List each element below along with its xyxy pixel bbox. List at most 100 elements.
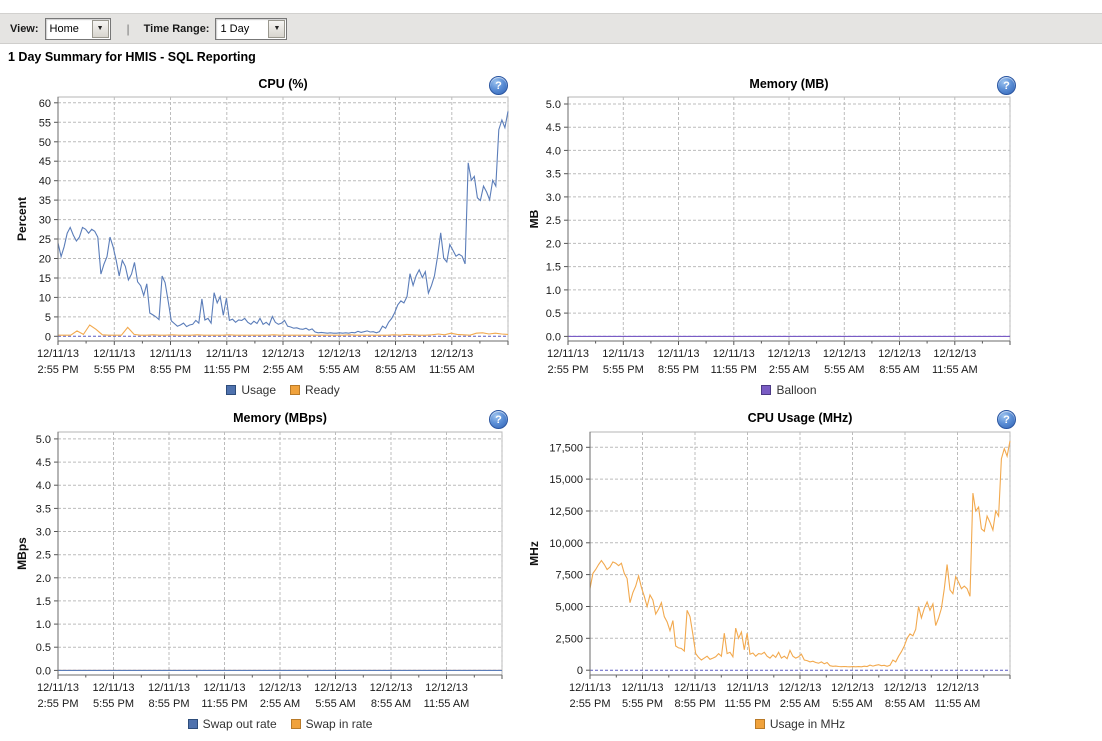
svg-text:12/12/13: 12/12/13	[823, 348, 866, 360]
legend-item: Usage in MHz	[754, 717, 846, 731]
chevron-down-icon[interactable]: ▼	[91, 19, 109, 38]
svg-text:11:55 AM: 11:55 AM	[424, 698, 470, 710]
help-icon[interactable]: ?	[997, 76, 1016, 95]
svg-text:5:55 AM: 5:55 AM	[319, 364, 359, 376]
svg-text:60: 60	[39, 98, 51, 110]
svg-text:11:55 AM: 11:55 AM	[932, 364, 978, 376]
svg-text:4.5: 4.5	[36, 457, 51, 469]
svg-text:10: 10	[39, 292, 51, 304]
chart-cpu-mhz: CPU Usage (MHz) ? 0 2,500 5,000 7,500 10,000…	[530, 409, 1022, 741]
svg-text:12/11/13: 12/11/13	[93, 348, 135, 360]
svg-text:5:55 PM: 5:55 PM	[622, 698, 663, 710]
svg-text:5:55 PM: 5:55 PM	[93, 698, 134, 710]
svg-text:12/11/13: 12/11/13	[569, 682, 611, 694]
help-icon[interactable]: ?	[997, 410, 1016, 429]
svg-text:2.0: 2.0	[36, 573, 51, 585]
svg-text:11:55 PM: 11:55 PM	[204, 364, 250, 376]
svg-text:55: 55	[39, 117, 51, 129]
chart-title: CPU (%)	[258, 77, 308, 91]
svg-text:8:55 PM: 8:55 PM	[658, 364, 699, 376]
legend-label: Usage in MHz	[769, 717, 846, 731]
svg-text:4.5: 4.5	[546, 122, 561, 134]
svg-text:12/11/13: 12/11/13	[713, 348, 755, 360]
svg-text:MB: MB	[530, 209, 541, 228]
legend-item: Balloon	[761, 383, 817, 397]
svg-text:2.5: 2.5	[546, 215, 561, 227]
svg-text:12/11/13: 12/11/13	[203, 682, 245, 694]
svg-text:2:55 PM: 2:55 PM	[38, 698, 79, 710]
svg-text:8:55 AM: 8:55 AM	[879, 364, 919, 376]
svg-text:Percent: Percent	[15, 197, 29, 241]
svg-text:12/12/13: 12/12/13	[318, 348, 361, 360]
svg-text:12/12/13: 12/12/13	[936, 682, 979, 694]
svg-text:3.0: 3.0	[546, 192, 561, 204]
svg-text:40: 40	[39, 176, 51, 188]
svg-text:8:55 AM: 8:55 AM	[371, 698, 411, 710]
svg-text:12/11/13: 12/11/13	[674, 682, 716, 694]
svg-text:25: 25	[39, 234, 51, 246]
svg-text:12/11/13: 12/11/13	[657, 348, 699, 360]
svg-text:11:55 AM: 11:55 AM	[935, 698, 981, 710]
chart-title: Memory (MBps)	[233, 411, 327, 425]
svg-text:5:55 PM: 5:55 PM	[94, 364, 135, 376]
legend: Balloon	[568, 383, 1010, 397]
svg-text:12/11/13: 12/11/13	[37, 348, 79, 360]
legend-swatch	[226, 385, 237, 395]
svg-text:5,000: 5,000	[555, 602, 583, 614]
svg-text:5:55 AM: 5:55 AM	[832, 698, 872, 710]
memory-mb-plot: 0.0 0.5 1.0 1.5 2.0 2.5 3.0 3.5 4.0 4.5 5.0 12/11/1…	[530, 96, 1011, 376]
chart-cpu-percent: CPU (%) ? 0 5 10 15 20 25 30 35 40 45 50 55 60 12/11/…	[10, 75, 520, 407]
svg-text:12/11/13: 12/11/13	[92, 682, 134, 694]
legend: Usage in MHz	[590, 717, 1010, 731]
svg-text:12/11/13: 12/11/13	[149, 348, 191, 360]
svg-text:2:55 PM: 2:55 PM	[570, 698, 611, 710]
svg-text:2:55 AM: 2:55 AM	[263, 364, 303, 376]
svg-text:8:55 PM: 8:55 PM	[150, 364, 191, 376]
svg-text:12/11/13: 12/11/13	[726, 682, 768, 694]
legend-item: Usage	[226, 383, 276, 397]
svg-text:15: 15	[39, 273, 51, 285]
svg-text:1.0: 1.0	[546, 285, 561, 297]
legend-label: Balloon	[776, 383, 817, 397]
memory-mbps-plot: 0.0 0.5 1.0 1.5 2.0 2.5 3.0 3.5 4.0 4.5 5.0 12/11/1…	[15, 431, 503, 710]
svg-text:35: 35	[39, 195, 51, 207]
svg-text:2:55 AM: 2:55 AM	[769, 364, 809, 376]
svg-text:11:55 PM: 11:55 PM	[711, 364, 757, 376]
help-icon[interactable]: ?	[489, 410, 508, 429]
svg-text:2:55 AM: 2:55 AM	[260, 698, 300, 710]
svg-text:3.5: 3.5	[36, 503, 51, 515]
help-icon[interactable]: ?	[489, 76, 508, 95]
svg-text:17,500: 17,500	[549, 442, 583, 454]
svg-text:12/11/13: 12/11/13	[148, 682, 190, 694]
svg-text:2.5: 2.5	[36, 550, 51, 562]
legend-swatch	[290, 719, 301, 729]
svg-text:45: 45	[39, 156, 51, 168]
svg-text:5.0: 5.0	[546, 99, 561, 111]
svg-text:MBps: MBps	[15, 537, 29, 570]
svg-text:5:55 AM: 5:55 AM	[315, 698, 355, 710]
legend-item: Ready	[290, 383, 340, 397]
svg-text:8:55 PM: 8:55 PM	[149, 698, 190, 710]
svg-text:2.0: 2.0	[546, 238, 561, 250]
view-select[interactable]: Home ▼	[44, 17, 111, 40]
page-title: 1 Day Summary for HMIS - SQL Reporting	[8, 50, 256, 64]
legend-swatch	[754, 719, 765, 729]
legend-swatch	[187, 719, 198, 729]
svg-text:8:55 PM: 8:55 PM	[675, 698, 716, 710]
chevron-down-icon[interactable]: ▼	[268, 19, 286, 38]
svg-text:12/12/13: 12/12/13	[374, 348, 417, 360]
svg-text:1.5: 1.5	[36, 596, 51, 608]
chart-title: CPU Usage (MHz)	[747, 411, 853, 425]
svg-text:10,000: 10,000	[549, 538, 583, 550]
legend-label: Swap in rate	[305, 717, 373, 731]
svg-text:50: 50	[39, 137, 51, 149]
svg-text:12/11/13: 12/11/13	[206, 348, 248, 360]
svg-text:12/12/13: 12/12/13	[831, 682, 874, 694]
svg-text:12,500: 12,500	[549, 506, 583, 518]
time-range-select[interactable]: 1 Day ▼	[215, 17, 288, 40]
view-select-value: Home	[49, 22, 79, 35]
legend-item: Swap in rate	[290, 717, 373, 731]
svg-text:5: 5	[45, 312, 51, 324]
svg-text:20: 20	[39, 254, 51, 266]
legend: Usage Ready	[58, 383, 508, 397]
